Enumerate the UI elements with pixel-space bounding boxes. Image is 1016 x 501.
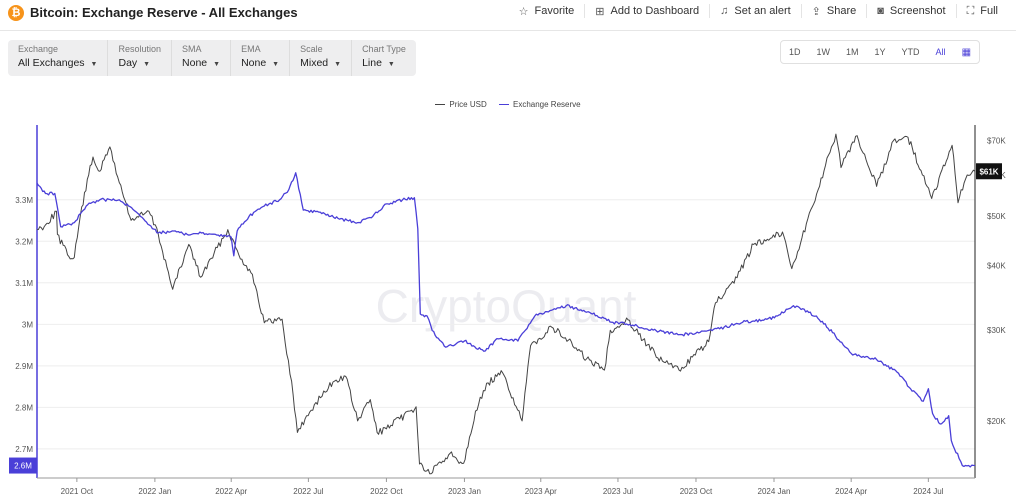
left-tick-label: 2.9M <box>15 362 33 371</box>
x-tick-label: 2022 Apr <box>215 487 247 496</box>
ema-select[interactable]: EMA None ▼ <box>230 40 289 76</box>
header-actions: ☆ Favorite ⊞ Add to Dashboard ♫ Set an aler… <box>509 4 1008 18</box>
filter-label: Exchange <box>18 44 59 54</box>
x-tick-label: 2024 Apr <box>835 487 867 496</box>
caret-down-icon: ▼ <box>272 61 280 68</box>
range-1y-button[interactable]: 1Y <box>874 47 886 57</box>
scale-select[interactable]: Scale Mixed ▼ <box>289 40 351 76</box>
x-tick-label: 2021 Oct <box>61 487 94 496</box>
left-tick-label: 3.2M <box>15 237 33 246</box>
range-selector: 1D 1W 1M 1Y YTD All ▦ <box>780 40 981 64</box>
right-tick-label: $50K <box>987 212 1006 221</box>
x-tick-label: 2022 Oct <box>370 487 403 496</box>
right-tick-label: $20K <box>987 417 1006 426</box>
caret-down-icon: ▼ <box>143 61 151 68</box>
range-1w-button[interactable]: 1W <box>816 47 831 57</box>
filter-value: None <box>182 57 208 69</box>
filter-label: Chart Type <box>362 44 406 54</box>
sma-select[interactable]: SMA None ▼ <box>171 40 230 76</box>
favorite-button[interactable]: ☆ Favorite <box>509 4 585 18</box>
x-tick-label: 2023 Apr <box>525 487 557 496</box>
filter-label: Resolution <box>118 44 162 54</box>
caret-down-icon: ▼ <box>334 61 342 68</box>
bell-icon: ♫ <box>720 5 729 17</box>
x-tick-label: 2023 Jan <box>448 487 481 496</box>
share-icon: ⇪ <box>811 5 821 18</box>
filter-label: SMA <box>182 44 202 54</box>
chart-legend: Price USD Exchange Reserve <box>0 98 1016 109</box>
favorite-label: Favorite <box>534 5 575 17</box>
share-button[interactable]: ⇪ Share <box>800 4 867 18</box>
legend-item-price[interactable]: Price USD <box>435 99 487 109</box>
dashboard-icon: ⊞ <box>595 5 605 18</box>
range-all-button[interactable]: All <box>935 47 946 57</box>
filter-value: Mixed <box>300 57 329 69</box>
caret-down-icon: ▼ <box>387 61 395 68</box>
reserve-current-badge <box>9 457 37 474</box>
x-tick-label: 2022 Jan <box>138 487 171 496</box>
set-alert-button[interactable]: ♫ Set an alert <box>709 4 801 18</box>
left-tick-label: 2.8M <box>15 403 33 412</box>
right-tick-label: $40K <box>987 262 1006 271</box>
x-tick-label: 2024 Jul <box>913 487 943 496</box>
reserve-current-label: 2.6M <box>14 462 32 471</box>
range-1m-button[interactable]: 1M <box>846 47 859 57</box>
resolution-select[interactable]: Resolution Day ▼ <box>107 40 171 76</box>
left-tick-label: 2.7M <box>15 445 33 454</box>
filter-label: Scale <box>300 44 323 54</box>
screenshot-label: Screenshot <box>889 5 946 17</box>
filter-value: Day <box>118 57 138 69</box>
price-usd-line <box>36 133 976 475</box>
page-title: Bitcoin: Exchange Reserve - All Exchange… <box>30 5 298 20</box>
right-tick-label: $30K <box>987 326 1006 335</box>
price-current-label: $61K <box>979 167 998 176</box>
x-tick-label: 2023 Jul <box>603 487 633 496</box>
left-tick-label: 3M <box>22 320 33 329</box>
set-alert-label: Set an alert <box>734 5 791 17</box>
x-tick-label: 2022 Jul <box>293 487 323 496</box>
calendar-icon[interactable]: ▦ <box>961 46 972 58</box>
caret-down-icon: ▼ <box>90 61 98 68</box>
star-icon: ☆ <box>518 5 529 18</box>
legend-reserve-label: Exchange Reserve <box>512 99 581 109</box>
chart-type-select[interactable]: Chart Type Line ▼ <box>351 40 416 76</box>
filter-value: All Exchanges <box>18 57 85 69</box>
exchange-reserve-line <box>36 172 976 468</box>
top-bar: ₿ Bitcoin: Exchange Reserve - All Exchan… <box>0 0 1016 31</box>
add-to-dashboard-label: Add to Dashboard <box>610 5 700 17</box>
x-tick-label: 2024 Jan <box>758 487 791 496</box>
add-to-dashboard-button[interactable]: ⊞ Add to Dashboard <box>584 4 709 18</box>
left-tick-label: 3.3M <box>15 196 33 205</box>
left-tick-label: 3.1M <box>15 279 33 288</box>
filter-bar: Exchange All Exchanges ▼ Resolution Day ▼ SM… <box>8 40 416 76</box>
filter-value: Line <box>362 57 382 69</box>
legend-item-reserve[interactable]: Exchange Reserve <box>498 99 581 109</box>
bitcoin-icon: ₿ <box>8 5 24 21</box>
fullscreen-icon: ⛶ <box>966 4 975 17</box>
x-tick-label: 2023 Oct <box>680 487 713 496</box>
price-current-badge <box>976 163 1002 180</box>
filter-value: None <box>241 57 267 69</box>
caret-down-icon: ▼ <box>213 61 221 68</box>
legend-price-label: Price USD <box>449 99 487 109</box>
range-1d-button[interactable]: 1D <box>789 47 801 57</box>
right-tick-label: $70K <box>987 136 1006 145</box>
share-label: Share <box>826 5 857 17</box>
screenshot-button[interactable]: ◙ Screenshot <box>866 4 955 18</box>
filter-label: EMA <box>241 44 261 54</box>
exchange-select[interactable]: Exchange All Exchanges ▼ <box>8 40 107 76</box>
fullscreen-button[interactable]: ⛶ Full <box>955 4 1008 18</box>
range-ytd-button[interactable]: YTD <box>901 47 920 57</box>
fullscreen-label: Full <box>980 5 998 17</box>
camera-icon: ◙ <box>877 5 884 17</box>
